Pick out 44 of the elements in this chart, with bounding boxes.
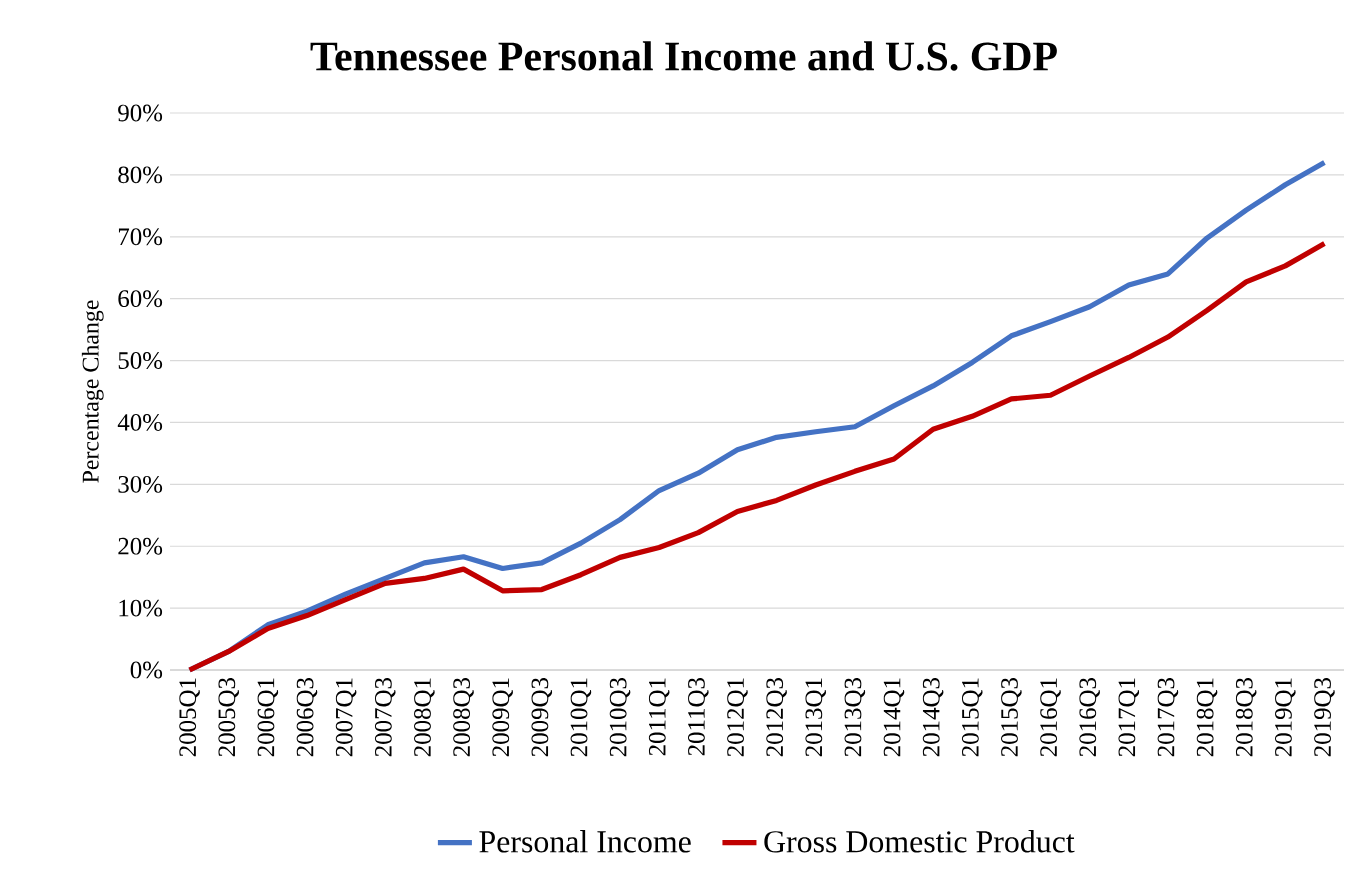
y-tick-label: 80% [118,166,163,184]
y-axis-title: Percentage Change [81,300,104,483]
x-tick-label: 2015Q1 [961,678,983,757]
x-tick-label: 2016Q3 [1079,678,1100,757]
x-tick-label: 2014Q3 [922,678,944,757]
x-tick-label: 2009Q3 [531,678,553,757]
x-tick-label: 2006Q1 [257,678,279,757]
x-tick-label: 2016Q1 [1040,678,1061,757]
y-tick-label: 20% [118,537,163,555]
x-tick-label: 2008Q3 [453,678,474,757]
y-tick-label: 60% [118,290,163,308]
x-tick-label: 2014Q1 [883,678,905,757]
legend-label: Gross Domestic Product [764,830,1075,853]
x-tick-label: 2005Q1 [179,678,200,757]
x-tick-label: 2017Q3 [1157,678,1179,757]
y-tick-label: 70% [118,228,163,246]
legend-label: Personal Income [479,830,691,853]
x-tick-label: 2010Q1 [570,678,592,757]
x-tick-label: 2018Q3 [1235,678,1257,757]
y-tick-label: 50% [118,352,163,370]
x-tick-label: 2011Q3 [688,678,709,756]
x-tick-label: 2015Q3 [1001,678,1022,757]
x-tick-label: 2018Q1 [1196,678,1218,757]
x-tick-label: 2005Q3 [218,678,239,757]
x-tick-label: 2012Q3 [766,678,787,757]
x-tick-label: 2019Q3 [1314,678,1335,757]
x-tick-label: 2012Q1 [727,678,748,757]
y-tick-label: 30% [118,475,163,493]
x-tick-label: 2007Q3 [374,678,396,757]
x-tick-label: 2007Q1 [335,678,357,757]
x-tick-label: 2011Q1 [648,678,670,756]
x-tick-label: 2009Q1 [492,678,513,757]
y-tick-label: 90% [118,104,163,122]
chart-title: Tennessee Personal Income and U.S. GDP [310,41,1057,71]
x-tick-label: 2019Q1 [1275,678,1296,757]
y-tick-label: 0% [130,661,163,679]
y-tick-label: 10% [119,599,163,617]
x-tick-label: 2017Q1 [1118,678,1140,757]
x-tick-label: 2006Q3 [296,678,318,757]
x-tick-label: 2013Q1 [805,678,826,757]
y-tick-label: 40% [117,414,163,431]
x-tick-label: 2010Q3 [609,678,631,757]
x-tick-label: 2008Q1 [414,678,435,757]
x-tick-label: 2013Q3 [844,678,866,757]
